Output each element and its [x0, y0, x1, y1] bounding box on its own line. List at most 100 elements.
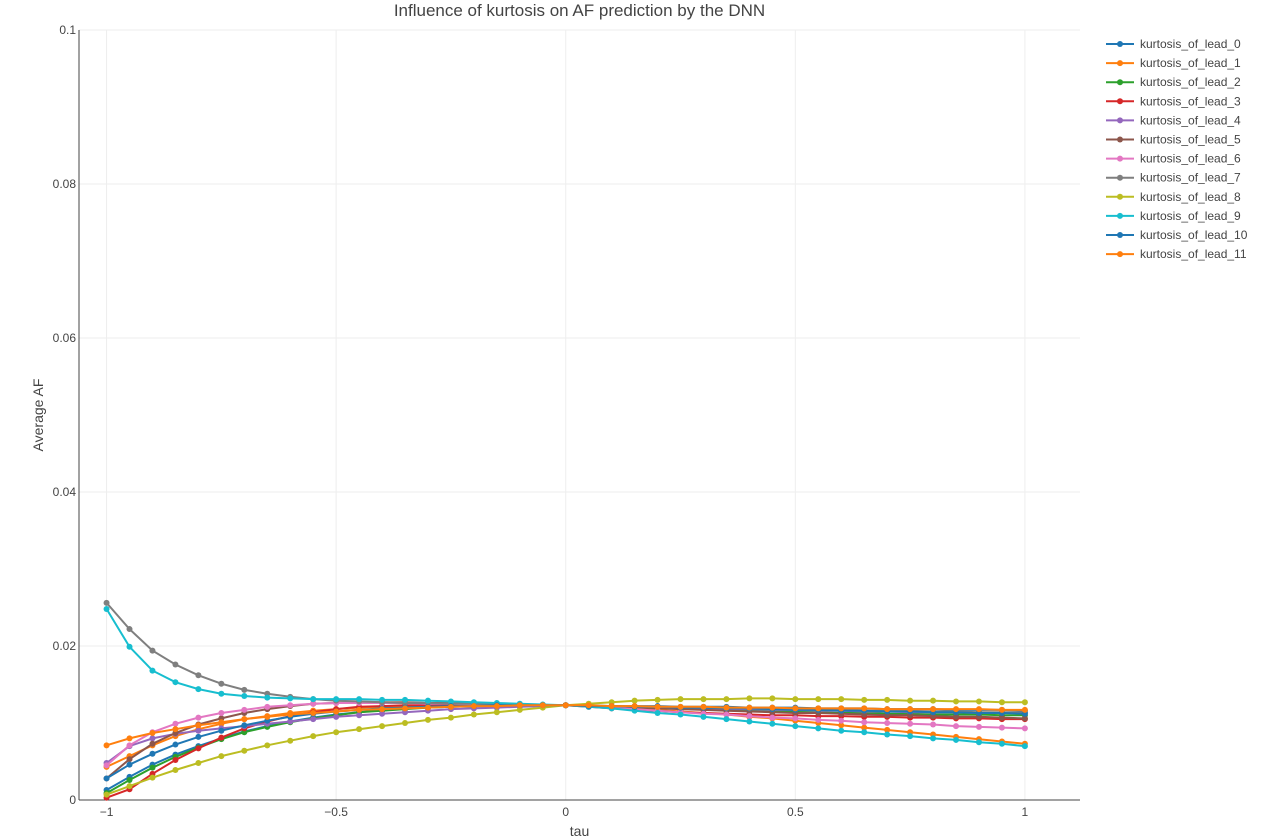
data-point — [493, 709, 500, 716]
legend-item[interactable]: kurtosis_of_lead_10 — [1106, 228, 1248, 242]
x-tick-label: −0.5 — [324, 805, 348, 819]
data-point — [356, 696, 363, 703]
y-tick-label: 0.06 — [53, 331, 77, 345]
legend-item[interactable]: kurtosis_of_lead_7 — [1106, 171, 1241, 185]
data-point — [953, 723, 960, 730]
data-point — [861, 705, 868, 712]
data-point — [264, 694, 271, 701]
data-point — [149, 667, 156, 674]
data-point — [195, 714, 202, 721]
data-point — [1021, 743, 1028, 750]
data-point — [861, 696, 868, 703]
data-point — [149, 750, 156, 757]
data-point — [126, 776, 133, 783]
data-point — [815, 696, 822, 703]
legend-label: kurtosis_of_lead_3 — [1140, 94, 1241, 108]
data-point — [907, 720, 914, 727]
x-axis-label: tau — [570, 823, 589, 839]
legend-item[interactable]: kurtosis_of_lead_5 — [1106, 133, 1241, 147]
data-point — [562, 702, 569, 709]
data-point — [516, 702, 523, 709]
legend-item[interactable]: kurtosis_of_lead_3 — [1106, 94, 1241, 108]
data-point — [126, 742, 133, 749]
data-point — [677, 696, 684, 703]
legend-item[interactable]: kurtosis_of_lead_11 — [1106, 247, 1247, 261]
data-point — [172, 661, 179, 668]
data-point — [1021, 715, 1028, 722]
x-tick-labels: −1 −0.5 0 0.5 1 — [100, 805, 1029, 819]
grid-layer — [79, 29, 1080, 800]
data-point — [677, 703, 684, 710]
data-point — [654, 709, 661, 716]
data-point — [218, 719, 225, 726]
data-point — [975, 706, 982, 713]
data-point — [310, 716, 317, 723]
data-point — [884, 696, 891, 703]
data-point — [287, 711, 294, 718]
data-point — [631, 703, 638, 710]
data-point — [838, 722, 845, 729]
data-point — [149, 647, 156, 654]
chart-title: Influence of kurtosis on AF prediction b… — [394, 1, 765, 20]
data-point — [126, 761, 133, 768]
data-point — [333, 696, 340, 703]
y-tick-label: 0.02 — [53, 639, 77, 653]
data-point — [470, 703, 477, 710]
legend-item[interactable]: kurtosis_of_lead_6 — [1106, 152, 1241, 166]
data-point — [654, 696, 661, 703]
data-point — [195, 727, 202, 734]
data-point — [930, 735, 937, 742]
data-point — [884, 720, 891, 726]
data-point — [103, 762, 110, 769]
data-point — [838, 696, 845, 703]
data-point — [379, 696, 386, 703]
data-point — [149, 740, 156, 747]
legend-item[interactable]: kurtosis_of_lead_8 — [1106, 190, 1241, 204]
data-point — [379, 706, 386, 713]
data-point — [264, 713, 271, 720]
legend-marker — [1117, 41, 1123, 47]
data-point — [998, 740, 1005, 747]
data-point — [218, 753, 225, 760]
legend-item[interactable]: kurtosis_of_lead_9 — [1106, 209, 1241, 223]
data-point — [103, 791, 110, 798]
legend-item[interactable]: kurtosis_of_lead_2 — [1106, 75, 1241, 89]
x-tick-label: 0.5 — [787, 805, 804, 819]
data-point — [149, 730, 156, 737]
legend: kurtosis_of_lead_0 kurtosis_of_lead_1kurt… — [1106, 37, 1248, 261]
legend-item[interactable]: kurtosis_of_lead_0 — [1106, 37, 1241, 51]
data-point — [333, 708, 340, 715]
data-point — [264, 742, 271, 749]
data-point — [310, 709, 317, 716]
data-point — [126, 783, 133, 790]
data-point — [287, 695, 294, 702]
data-point — [195, 672, 202, 679]
data-point — [746, 704, 753, 711]
data-point — [241, 686, 248, 693]
data-point — [975, 739, 982, 746]
data-point — [815, 725, 822, 732]
legend-item[interactable]: kurtosis_of_lead_1 — [1106, 56, 1241, 70]
data-point — [172, 741, 179, 748]
data-point — [998, 724, 1005, 731]
data-point — [264, 703, 271, 710]
data-point — [424, 704, 431, 711]
data-point — [884, 731, 891, 738]
data-point — [310, 700, 317, 707]
data-point — [470, 711, 477, 718]
data-point — [769, 704, 776, 711]
y-tick-labels: 0 0.02 0.04 0.06 0.08 0.1 — [53, 23, 77, 807]
data-point — [998, 714, 1005, 721]
y-tick-label: 0.1 — [59, 23, 76, 37]
data-point — [172, 766, 179, 773]
data-point — [218, 680, 225, 687]
data-point — [424, 716, 431, 723]
data-point — [998, 699, 1005, 706]
data-point — [723, 696, 730, 703]
data-point — [769, 720, 776, 727]
legend-label: kurtosis_of_lead_2 — [1140, 75, 1241, 89]
legend-item[interactable]: kurtosis_of_lead_4 — [1106, 113, 1241, 127]
data-point — [746, 713, 753, 720]
legend-label: kurtosis_of_lead_7 — [1140, 171, 1241, 185]
data-point — [310, 696, 317, 703]
